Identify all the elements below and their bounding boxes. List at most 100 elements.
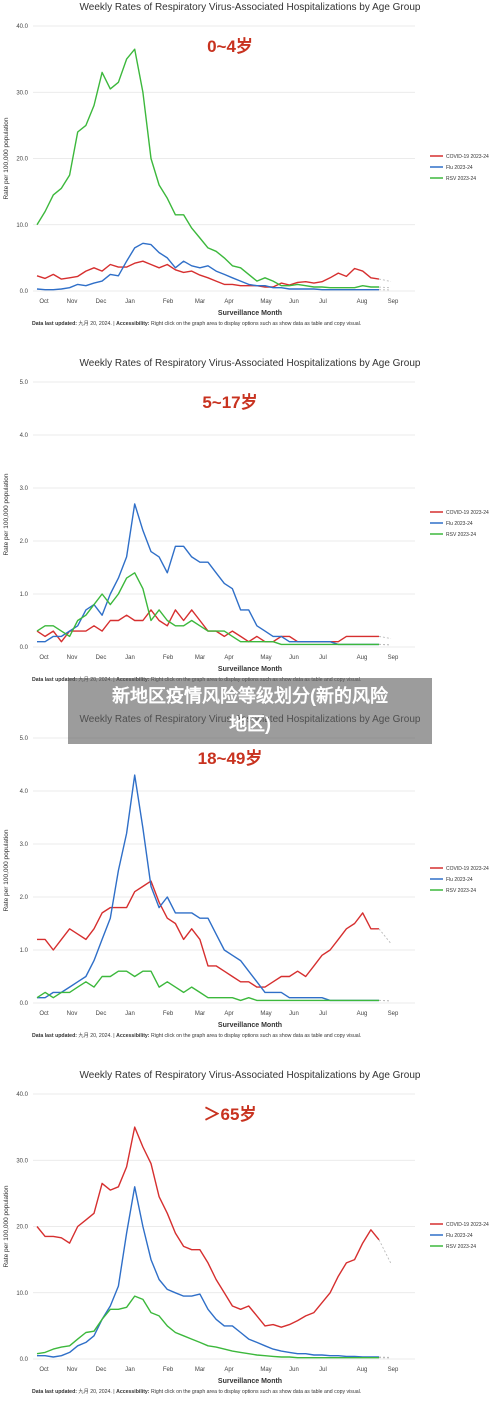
y-tick-label: 0.0 — [20, 289, 29, 295]
chart-footer: Data last updated: 九月 20, 2024. | Access… — [32, 320, 361, 327]
y-tick-label: 10.0 — [16, 223, 28, 229]
x-tick-label: Dec — [96, 299, 107, 305]
chart-footer: Data last updated: 九月 20, 2024. | Access… — [32, 1032, 361, 1039]
x-tick-label: Sep — [388, 299, 399, 305]
footer-date: 九月 20, 2024. | — [76, 1389, 117, 1395]
legend-label: RSV 2023-24 — [446, 176, 476, 182]
x-tick-label: Apr — [224, 655, 233, 661]
footer-updated-label: Data last updated: — [32, 1389, 77, 1395]
age-group-label: 18~49岁 — [197, 749, 263, 768]
y-tick-label: 3.0 — [20, 486, 29, 492]
line-chart[interactable]: 0.0 1.0 2.0 3.0 4.0 5.0 Oct Nov Dec Jan Feb Mar Apr M… — [0, 356, 500, 710]
chart-panel: Weekly Rates of Respiratory Virus-Associ… — [0, 356, 500, 710]
x-tick-label: Sep — [388, 1367, 399, 1373]
y-axis-label: Rate per 100,000 population — [3, 1185, 10, 1267]
x-tick-label: Nov — [67, 299, 78, 305]
x-tick-label: Oct — [39, 1011, 49, 1017]
x-tick-label: Aug — [357, 1011, 368, 1017]
footer-accessibility-text: Right click on the graph area to display… — [149, 1033, 362, 1039]
legend-label: COVID-19 2023-24 — [446, 510, 489, 516]
projection-dash — [378, 278, 392, 282]
x-tick-label: Apr — [224, 1367, 233, 1373]
chart-panel: Weekly Rates of Respiratory Virus-Associ… — [0, 712, 500, 1066]
x-tick-label: Jun — [289, 1367, 299, 1373]
footer-accessibility-label: Accessibility: — [116, 1389, 150, 1395]
legend-label: COVID-19 2023-24 — [446, 1222, 489, 1228]
age-group-label: 5~17岁 — [202, 393, 258, 412]
projection-dash — [378, 928, 392, 944]
x-axis-label: Surveillance Month — [218, 1022, 282, 1029]
projection-dash — [378, 286, 392, 289]
series-line[interactable] — [37, 1186, 379, 1358]
age-group-label: 0~4岁 — [207, 37, 253, 56]
footer-updated-label: Data last updated: — [32, 677, 77, 683]
y-tick-label: 1.0 — [20, 592, 29, 598]
x-tick-label: Jul — [319, 1367, 327, 1373]
x-tick-label: Apr — [224, 1011, 233, 1017]
y-axis-label: Rate per 100,000 population — [3, 829, 10, 911]
footer-updated-label: Data last updated: — [32, 321, 77, 327]
x-tick-label: Nov — [67, 1367, 78, 1373]
series-line[interactable] — [36, 970, 379, 1002]
y-axis-label: Rate per 100,000 population — [3, 117, 10, 199]
series-line[interactable] — [36, 609, 379, 643]
x-tick-label: Sep — [388, 1011, 399, 1017]
footer-updated-label: Data last updated: — [32, 1033, 77, 1039]
series-line[interactable] — [36, 1126, 380, 1328]
y-tick-label: 1.0 — [20, 948, 29, 954]
footer-accessibility-label: Accessibility: — [116, 321, 150, 327]
series-line[interactable] — [37, 880, 379, 988]
y-tick-label: 5.0 — [20, 380, 29, 386]
line-chart[interactable]: 0.0 10.0 20.0 30.0 40.0 Oct Nov Dec Jan Feb Mar Apr… — [0, 1068, 500, 1422]
legend-label: Flu 2023-24 — [446, 1233, 473, 1239]
y-tick-label: 0.0 — [20, 645, 29, 651]
x-tick-label: May — [260, 1011, 271, 1017]
x-tick-label: Jul — [319, 299, 327, 305]
x-tick-label: Jun — [289, 1011, 299, 1017]
x-axis-label: Surveillance Month — [218, 1378, 282, 1385]
x-tick-label: Jun — [289, 655, 299, 661]
series-line[interactable] — [36, 242, 379, 291]
series-line[interactable] — [37, 774, 379, 1002]
x-tick-label: Dec — [96, 1367, 107, 1373]
projection-dash — [378, 999, 392, 1002]
overlay-title-line-1: 新地区疫情风险等级划分(新的风险 — [112, 686, 388, 706]
x-tick-label: Nov — [67, 1011, 78, 1017]
x-tick-label: Oct — [39, 1367, 49, 1373]
y-tick-label: 30.0 — [16, 1158, 28, 1164]
x-tick-label: Oct — [39, 655, 49, 661]
line-chart[interactable]: 0.0 1.0 2.0 3.0 4.0 5.0 Oct Nov Dec Jan Feb Mar Apr M… — [0, 712, 500, 1066]
legend-label: COVID-19 2023-24 — [446, 866, 489, 872]
y-tick-label: 30.0 — [16, 90, 28, 96]
projection-dash — [378, 635, 392, 639]
x-tick-label: Mar — [195, 1011, 205, 1017]
y-tick-label: 2.0 — [20, 539, 29, 545]
footer-accessibility-label: Accessibility: — [116, 1033, 150, 1039]
series-line[interactable] — [37, 503, 379, 646]
chart-title: Weekly Rates of Respiratory Virus-Associ… — [79, 2, 421, 13]
series-line[interactable] — [36, 48, 379, 289]
y-tick-label: 20.0 — [16, 1225, 28, 1231]
series-line[interactable] — [36, 1295, 379, 1359]
projection-dash — [378, 1239, 392, 1264]
series-line[interactable] — [36, 572, 379, 646]
chart-title: Weekly Rates of Respiratory Virus-Associ… — [79, 358, 421, 369]
y-axis-label: Rate per 100,000 population — [3, 473, 10, 555]
y-tick-label: 20.0 — [16, 157, 28, 163]
x-tick-label: Nov — [67, 655, 78, 661]
x-tick-label: Feb — [163, 655, 174, 661]
x-tick-label: Aug — [357, 655, 368, 661]
x-tick-label: Sep — [388, 655, 399, 661]
x-tick-label: Dec — [96, 655, 107, 661]
legend-label: RSV 2023-24 — [446, 888, 476, 894]
line-chart[interactable]: 0.0 10.0 20.0 30.0 40.0 Oct Nov Dec Jan Feb Mar Apr… — [0, 0, 500, 354]
projection-dash — [378, 643, 392, 646]
y-tick-label: 40.0 — [16, 24, 28, 30]
series-line[interactable] — [36, 260, 380, 288]
y-tick-label: 40.0 — [16, 1092, 28, 1098]
chart-panel: Weekly Rates of Respiratory Virus-Associ… — [0, 0, 500, 354]
legend-label: COVID-19 2023-24 — [446, 154, 489, 160]
y-tick-label: 0.0 — [20, 1357, 29, 1363]
chart-panel: Weekly Rates of Respiratory Virus-Associ… — [0, 1068, 500, 1422]
y-tick-label: 10.0 — [16, 1291, 28, 1297]
